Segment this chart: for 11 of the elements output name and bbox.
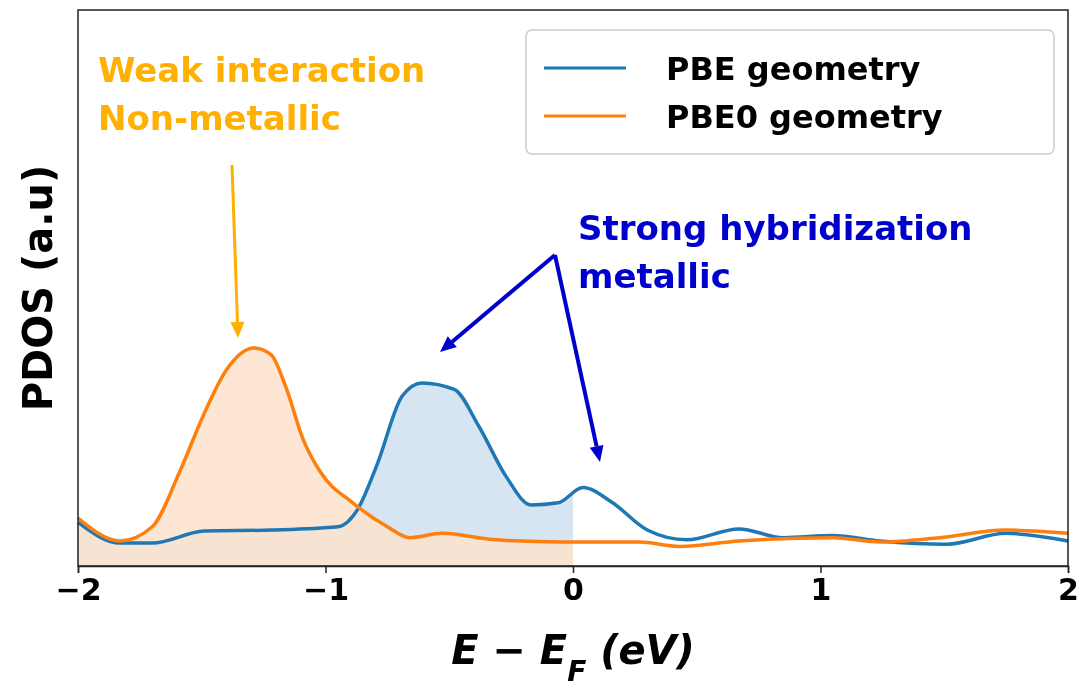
y-axis-title: PDOS (a.u)	[15, 164, 61, 412]
x-tick-label: 2	[1058, 572, 1079, 608]
x-tick-label: −2	[55, 572, 102, 608]
x-tick-label: −1	[302, 572, 350, 608]
text: Weak interaction Non-metallic	[98, 50, 426, 138]
x-tick-label: 0	[563, 572, 584, 608]
text: Strong hybridization metallic	[578, 208, 973, 296]
legend-label: PBE0 geometry	[666, 98, 943, 136]
x-tick-label: 1	[810, 572, 832, 608]
x-axis-title: E − E$_{F}$ (eV)	[451, 627, 695, 688]
legend-label: PBE geometry	[666, 50, 921, 88]
